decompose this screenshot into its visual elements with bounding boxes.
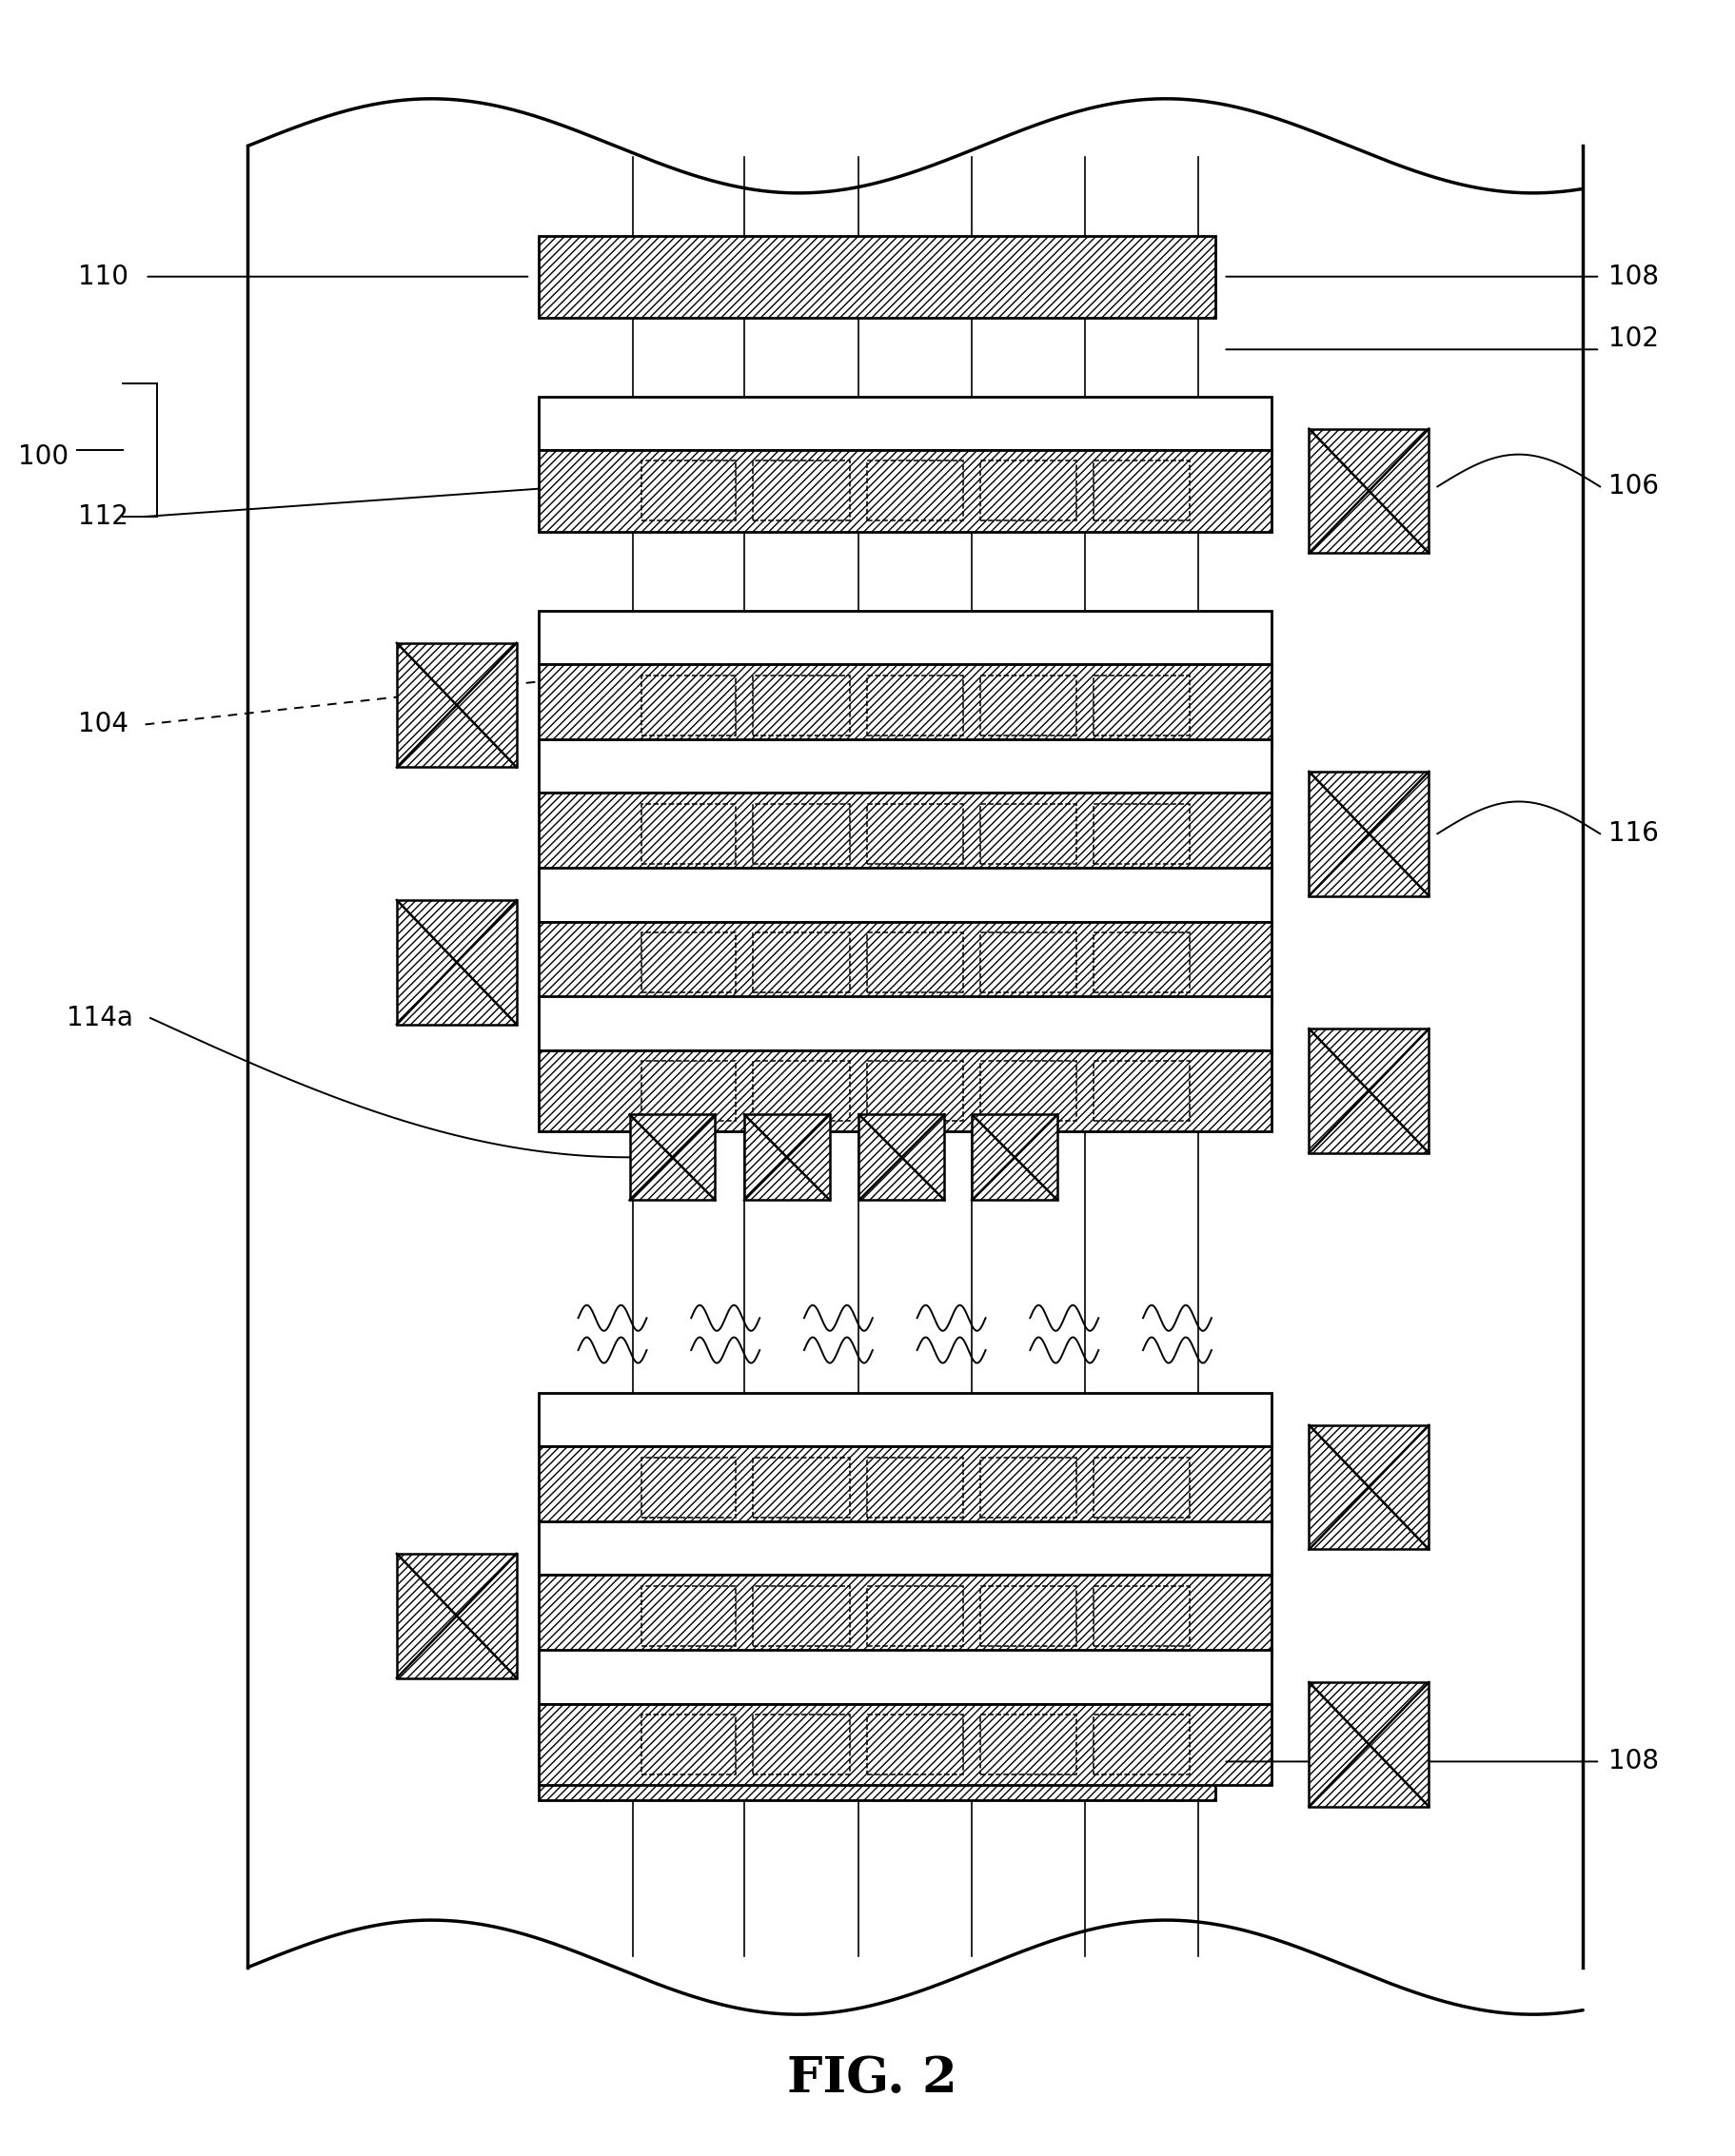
Bar [540, 996, 1272, 1050]
Bar [753, 1587, 850, 1645]
Bar [753, 931, 850, 992]
Bar [642, 461, 736, 522]
Bar [753, 1061, 850, 1121]
Bar [642, 1457, 736, 1518]
Bar [1093, 1061, 1188, 1121]
Bar [868, 675, 963, 735]
Bar [540, 1649, 1272, 1703]
Bar [540, 1703, 1272, 1785]
Bar [753, 1714, 850, 1774]
Bar [397, 642, 517, 768]
Bar [980, 1457, 1076, 1518]
Bar [642, 931, 736, 992]
Bar [540, 1718, 1214, 1800]
Bar [980, 461, 1076, 522]
Bar [397, 901, 517, 1024]
Bar [540, 1393, 1272, 1447]
Bar [540, 740, 1272, 793]
Bar [540, 921, 1272, 1003]
Bar [868, 1587, 963, 1645]
Bar [540, 869, 1272, 921]
Text: FIG. 2: FIG. 2 [788, 2055, 958, 2102]
Text: 100: 100 [17, 444, 68, 470]
Bar [868, 1061, 963, 1121]
Bar [980, 804, 1076, 865]
Text: 114a: 114a [66, 1005, 134, 1031]
Bar [540, 235, 1214, 317]
Text: 112: 112 [78, 502, 128, 530]
Bar [980, 675, 1076, 735]
Bar [540, 1447, 1272, 1529]
Bar [1310, 429, 1430, 554]
Bar [540, 793, 1272, 875]
Bar [540, 397, 1272, 451]
Text: 106: 106 [1608, 474, 1659, 500]
Bar [753, 675, 850, 735]
Bar [1093, 1587, 1188, 1645]
Bar [642, 804, 736, 865]
Bar [980, 1587, 1076, 1645]
Bar [540, 1576, 1272, 1656]
Bar [1093, 1714, 1188, 1774]
Bar [753, 1457, 850, 1518]
Bar [540, 1522, 1272, 1576]
Bar [980, 1714, 1076, 1774]
Bar [642, 1587, 736, 1645]
Bar [642, 1061, 736, 1121]
Bar [753, 804, 850, 865]
Bar [1310, 1425, 1430, 1550]
Bar [1093, 1457, 1188, 1518]
Bar [868, 1714, 963, 1774]
Bar [397, 1554, 517, 1677]
Bar [868, 804, 963, 865]
Bar [868, 931, 963, 992]
Text: 108: 108 [1608, 263, 1659, 289]
Bar [540, 610, 1272, 664]
Bar [642, 1714, 736, 1774]
Text: 110: 110 [78, 263, 128, 289]
Bar [868, 461, 963, 522]
Bar [1093, 461, 1188, 522]
Bar [1310, 772, 1430, 897]
Bar [859, 1115, 944, 1201]
Bar [540, 1050, 1272, 1132]
Bar [1310, 1028, 1430, 1153]
Text: 102: 102 [1608, 326, 1659, 351]
Text: 104: 104 [78, 711, 128, 737]
Bar [642, 675, 736, 735]
Text: 116: 116 [1608, 821, 1659, 847]
Bar [980, 1061, 1076, 1121]
Bar [1310, 1682, 1430, 1807]
Bar [744, 1115, 829, 1201]
Bar [1093, 804, 1188, 865]
Bar [753, 461, 850, 522]
Bar [540, 451, 1272, 533]
Bar [868, 1457, 963, 1518]
Bar [630, 1115, 715, 1201]
Text: 108: 108 [1608, 1749, 1659, 1774]
Bar [980, 931, 1076, 992]
Bar [1093, 931, 1188, 992]
Bar [1093, 675, 1188, 735]
Bar [972, 1115, 1057, 1201]
Bar [540, 664, 1272, 746]
